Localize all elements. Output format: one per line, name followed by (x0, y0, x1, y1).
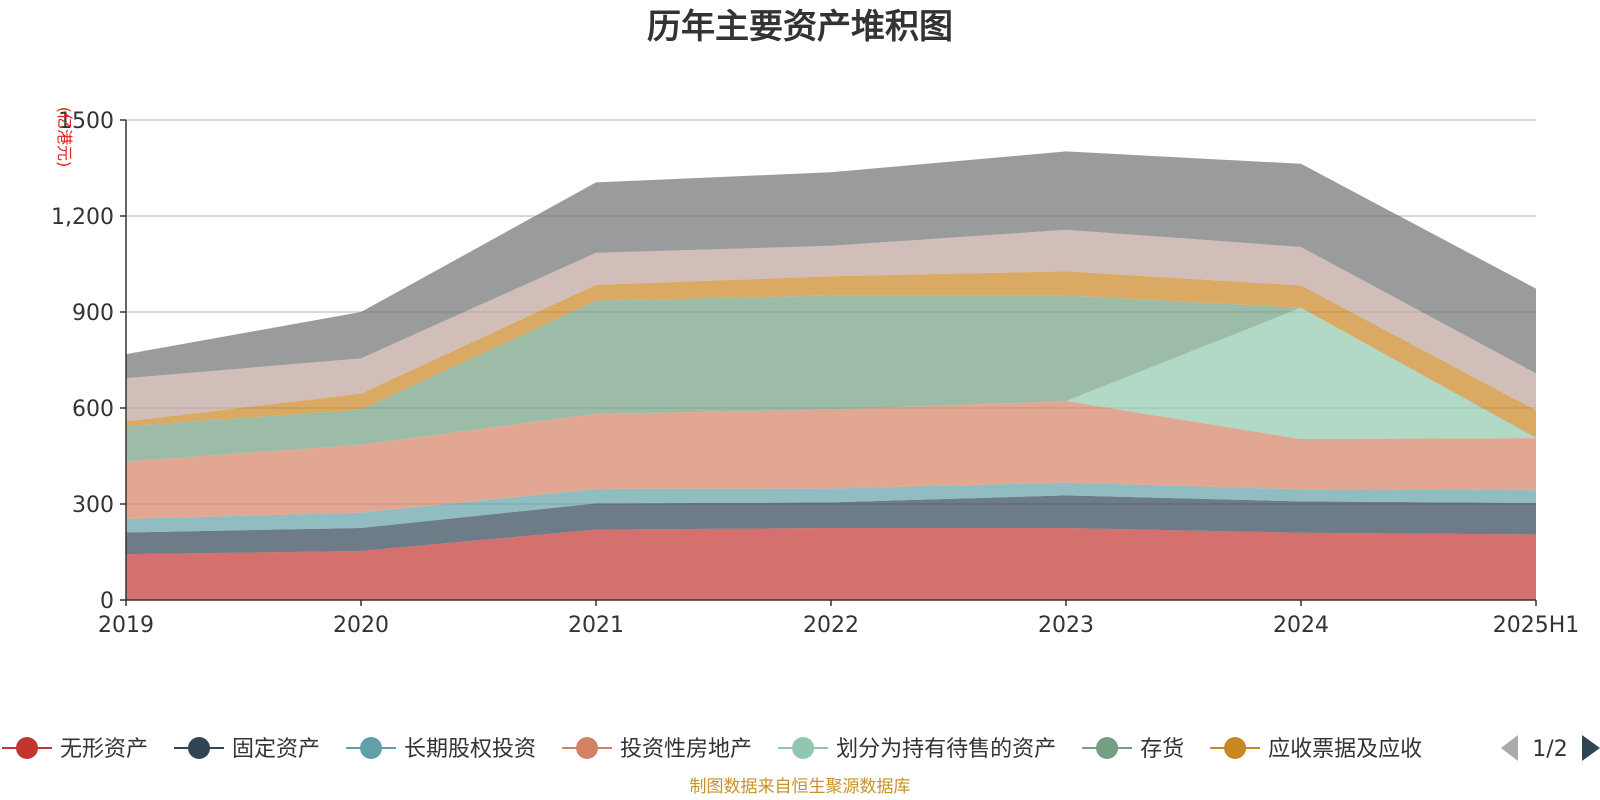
legend-dot-icon (188, 737, 211, 759)
x-tick-label: 2021 (568, 613, 624, 638)
x-tick-label: 2025H1 (1493, 613, 1580, 638)
legend-label: 应收票据及应收 (1268, 737, 1422, 762)
y-tick-label: 600 (72, 397, 114, 422)
legend-label: 划分为持有待售的资产 (836, 737, 1056, 762)
legend-next-page-icon[interactable] (1582, 735, 1600, 761)
legend-dot-icon (576, 737, 599, 759)
legend-dot-icon (1224, 737, 1247, 759)
x-axis-ticks: 2019 2020 2021 2022 2023 2024 2025H1 (98, 600, 1579, 638)
area-series-path (126, 295, 1536, 462)
legend-label: 投资性房地产 (620, 737, 752, 762)
legend-label: 无形资产 (60, 737, 148, 762)
y-axis-unit-label: (亿港元) (55, 107, 74, 168)
legend-dot-icon (16, 737, 38, 759)
source-note: 制图数据来自恒生聚源数据库 (690, 777, 911, 797)
x-tick-label: 2022 (803, 613, 859, 638)
x-tick-label: 2024 (1273, 613, 1329, 638)
x-tick-label: 2019 (98, 613, 154, 638)
legend-item[interactable]: 存货 (1082, 737, 1184, 762)
legend: 无形资产 固定资产 长期股权投资 投资性房地产 划分为持有待售的资产 存货 应收票据及应收 (2, 737, 1422, 762)
legend-dot-icon (1096, 737, 1119, 759)
area-series-path (126, 229, 1536, 422)
legend-page-indicator: 1/2 (1532, 737, 1567, 762)
legend-prev-page-icon[interactable] (1501, 735, 1518, 761)
legend-item[interactable]: 应收票据及应收 (1210, 737, 1422, 762)
area-series-path (126, 528, 1536, 600)
area-series-path (126, 482, 1536, 533)
y-tick-label: 300 (72, 493, 114, 518)
legend-label: 存货 (1140, 737, 1184, 762)
y-tick-label: 1,200 (51, 205, 114, 230)
x-tick-label: 2020 (333, 613, 389, 638)
legend-item[interactable]: 划分为持有待售的资产 (778, 737, 1056, 762)
area-series (126, 151, 1536, 600)
legend-item[interactable]: 固定资产 (174, 737, 320, 762)
y-tick-label: 900 (72, 301, 114, 326)
y-tick-label: 0 (100, 589, 114, 614)
area-series-path (126, 495, 1536, 555)
area-series-path (126, 401, 1536, 519)
legend-item[interactable]: 长期股权投资 (346, 737, 536, 762)
legend-label: 固定资产 (232, 737, 320, 762)
legend-dot-icon (792, 737, 815, 759)
area-series-path (126, 151, 1536, 379)
area-series-path (126, 307, 1536, 462)
legend-item[interactable]: 无形资产 (2, 737, 148, 762)
legend-label: 长期股权投资 (404, 737, 536, 762)
legend-item[interactable]: 投资性房地产 (562, 737, 752, 762)
legend-pager: 1/2 (1501, 735, 1600, 762)
x-tick-label: 2023 (1038, 613, 1094, 638)
legend-dot-icon (360, 737, 383, 759)
chart-title: 历年主要资产堆积图 (647, 7, 953, 47)
y-tick-label: 1500 (58, 109, 114, 134)
y-axis-ticks: 0 300 600 900 1,200 1500 (51, 109, 126, 614)
